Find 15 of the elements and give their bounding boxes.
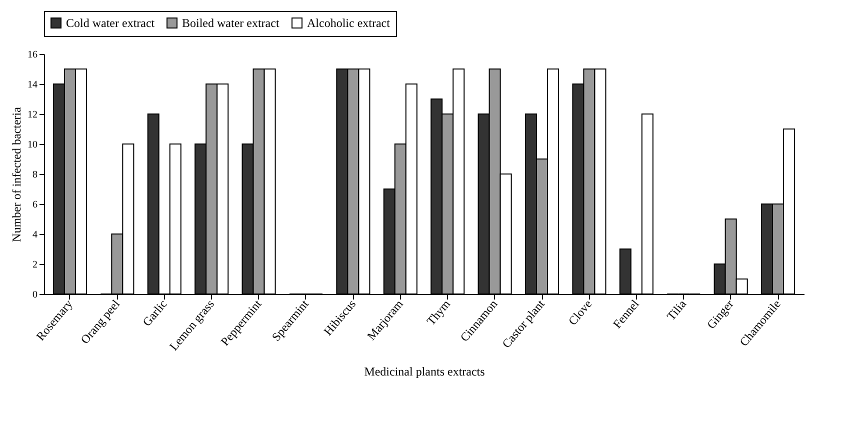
y-axis-title: Number of infected bacteria: [10, 106, 24, 242]
y-tick-label: 16: [28, 50, 38, 60]
y-tick-label: 6: [32, 200, 38, 210]
y-tick-label: 14: [28, 80, 38, 90]
legend-label: Alcoholic extract: [307, 16, 391, 30]
legend-label: Cold water extract: [66, 16, 156, 30]
y-tick-label: 4: [32, 230, 38, 240]
y-tick-label: 2: [32, 260, 38, 270]
y-tick-label: 12: [28, 110, 38, 120]
y-tick-label: 8: [32, 170, 38, 180]
y-tick-label: 10: [28, 140, 38, 150]
legend-label: Boiled water extract: [182, 16, 280, 30]
x-tick-label: Tilia: [664, 296, 690, 324]
x-axis-title: Medicinal plants extracts: [364, 364, 486, 379]
y-tick-label: 0: [32, 290, 38, 300]
